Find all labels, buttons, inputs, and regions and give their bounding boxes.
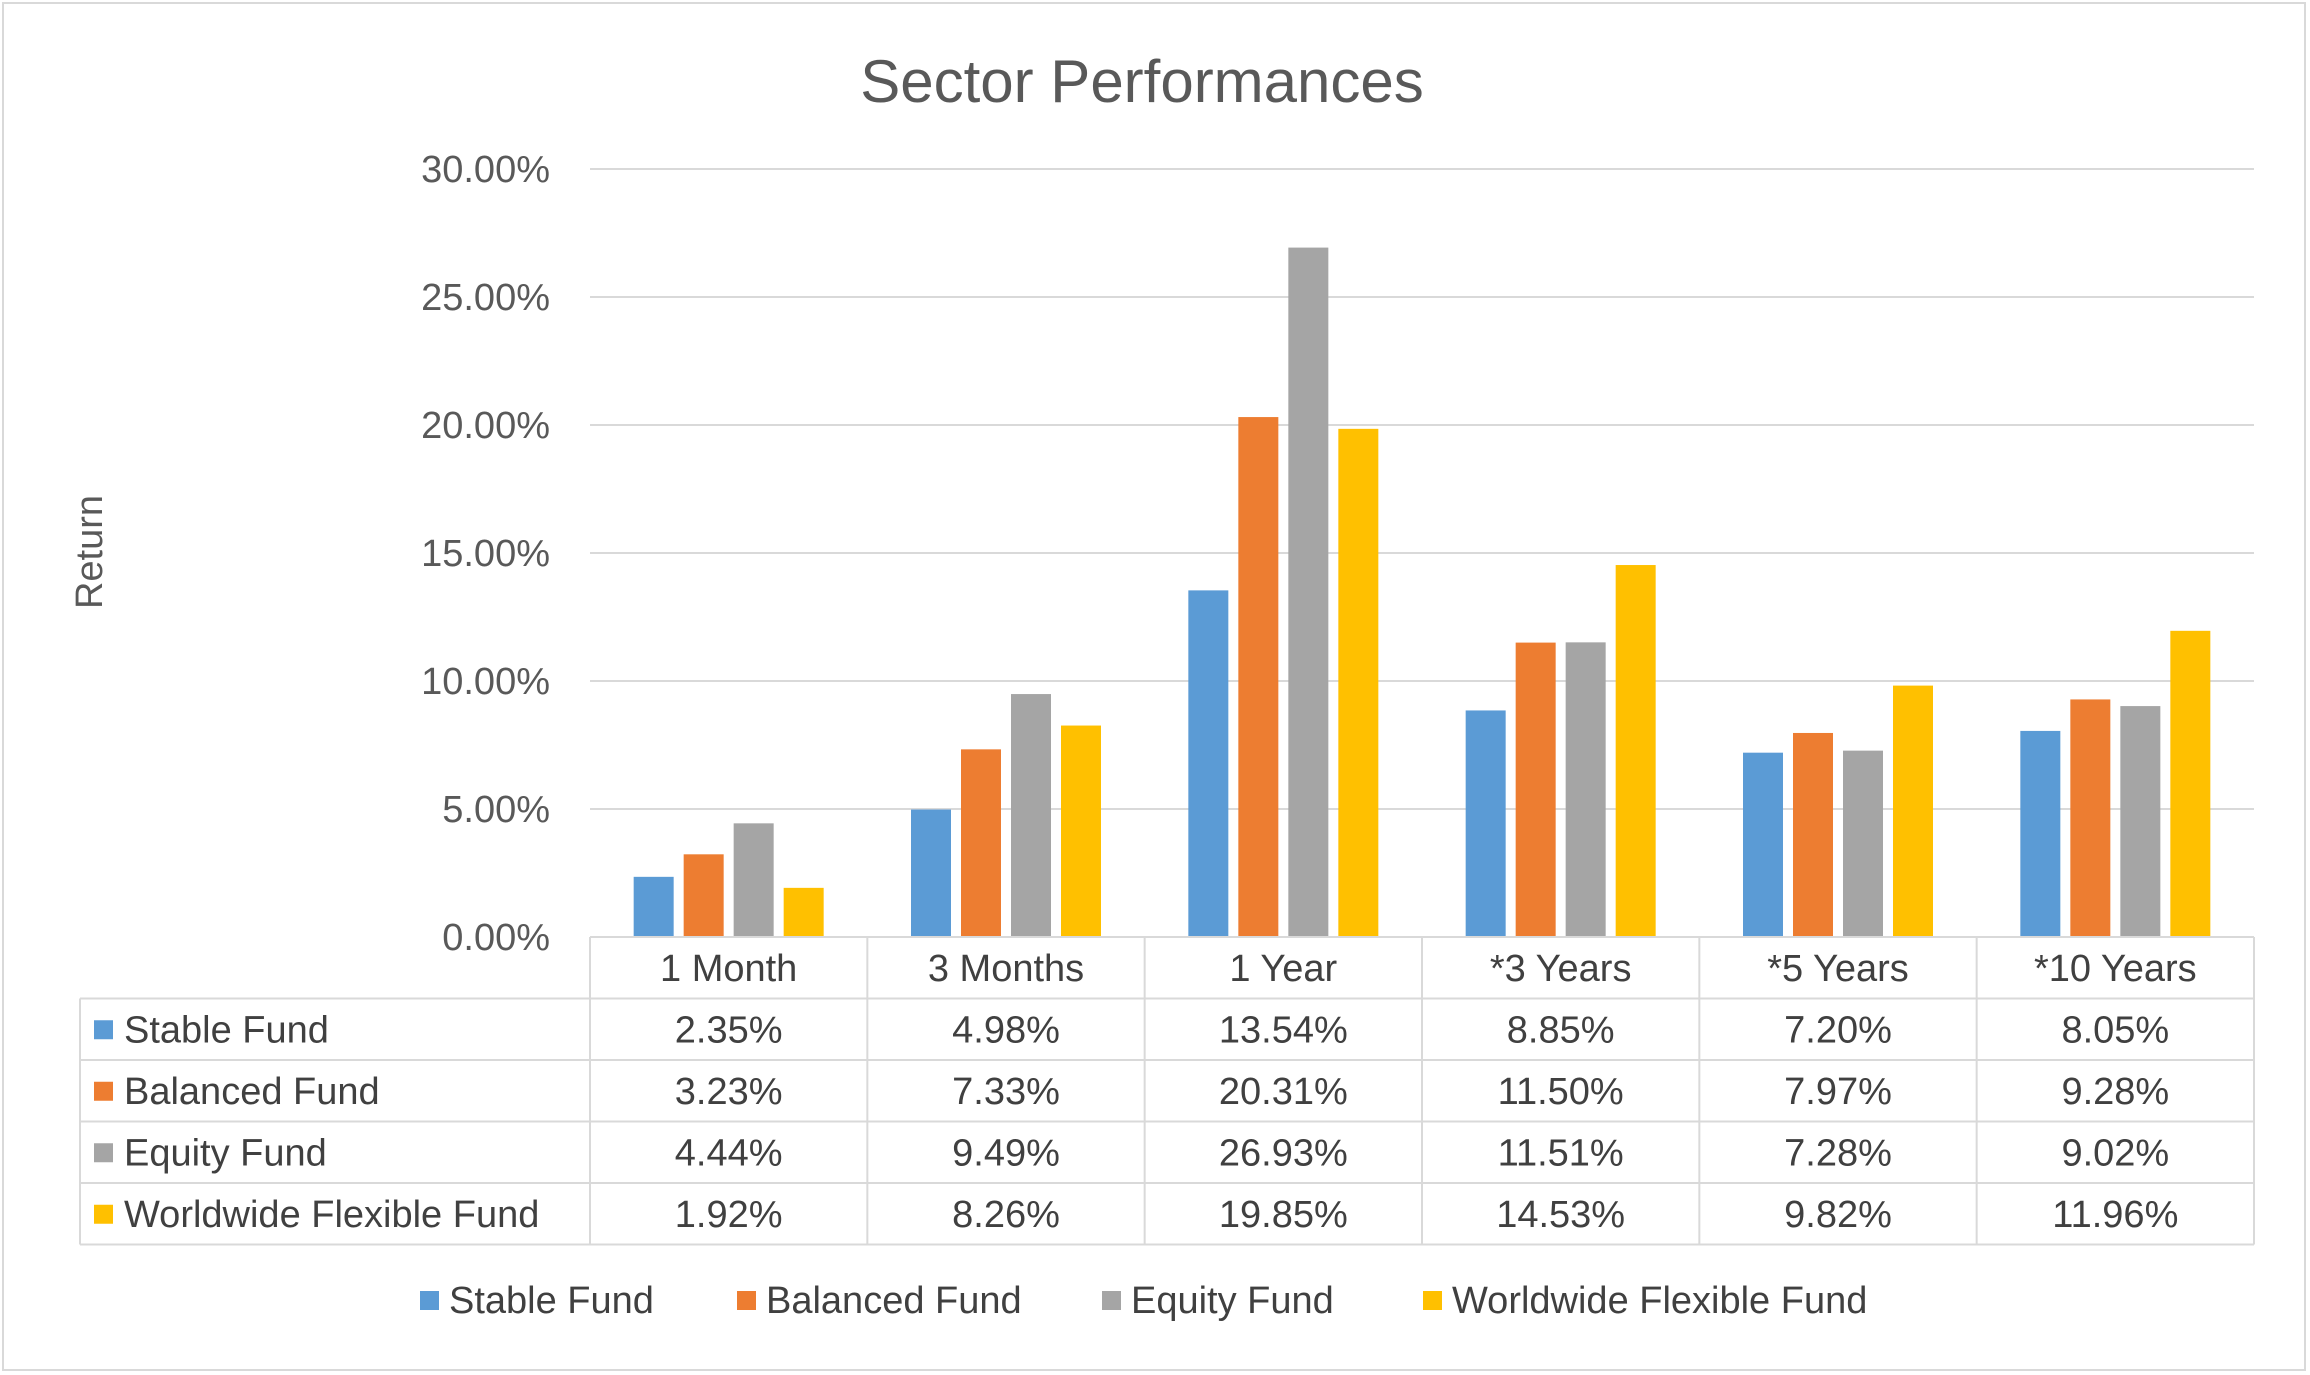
data-label: 4.98% (952, 1009, 1060, 1051)
bar (1565, 642, 1606, 937)
y-tick-label: 15.00% (421, 533, 550, 575)
data-label: 7.20% (1784, 1009, 1892, 1051)
legend: Stable Fund Balanced Fund Equity Fund World… (420, 1280, 1867, 1322)
legend-key (737, 1291, 756, 1310)
data-label: 4.44% (675, 1132, 783, 1174)
data-label: 9.82% (1784, 1194, 1892, 1236)
chart-title: Sector Performances (860, 48, 1424, 115)
category-label: 1 Month (660, 948, 797, 990)
category-label: 3 Months (928, 948, 1084, 990)
table-legend-key (94, 1143, 113, 1163)
legend-label: Stable Fund (449, 1280, 654, 1322)
bar (1011, 694, 1051, 937)
bar (2070, 699, 2111, 937)
bar (1793, 732, 1833, 937)
bar (1893, 685, 1933, 937)
category-label: *5 Years (1767, 948, 1909, 990)
bar (1061, 725, 1101, 937)
bar (2170, 630, 2211, 937)
bar (1615, 565, 1656, 937)
table-legend-key (94, 1204, 113, 1224)
y-tick-label: 0.00% (442, 917, 550, 959)
legend-label: Equity Fund (1131, 1280, 1334, 1322)
bar (961, 749, 1001, 937)
bar (633, 876, 674, 937)
bar (1743, 752, 1783, 937)
bar (2120, 706, 2161, 937)
bar (2020, 730, 2061, 937)
data-label: 3.23% (675, 1071, 783, 1113)
data-label: 11.50% (1498, 1071, 1624, 1113)
data-table: 1 Month 3 Months 1 Year *3 Years *5 Years *10… (79, 936, 2255, 1246)
data-label: 20.31% (1219, 1071, 1348, 1113)
data-label: 8.85% (1507, 1009, 1615, 1051)
bar (1288, 247, 1329, 938)
gridlines (590, 168, 2254, 810)
legend-key (1423, 1291, 1442, 1310)
bar (1465, 710, 1506, 937)
table-series-name: Stable Fund (124, 1009, 329, 1051)
bar (1843, 750, 1883, 937)
data-label: 26.93% (1219, 1132, 1348, 1174)
legend-label: Balanced Fund (766, 1280, 1022, 1322)
category-label: 1 Year (1229, 948, 1337, 990)
data-label: 7.33% (952, 1071, 1060, 1113)
bar (1515, 642, 1556, 937)
bar (911, 809, 951, 937)
bar (1188, 590, 1229, 937)
data-label: 8.05% (2061, 1009, 2169, 1051)
category-label: *10 Years (2034, 948, 2197, 990)
table-series-name: Worldwide Flexible Fund (124, 1194, 539, 1236)
data-label: 1.92% (675, 1194, 783, 1236)
legend-key (1102, 1291, 1121, 1310)
bar (733, 823, 774, 937)
data-label: 13.54% (1219, 1009, 1348, 1051)
y-tick-label: 30.00% (421, 149, 550, 191)
y-tick-label: 5.00% (442, 789, 550, 831)
bar (1238, 417, 1279, 938)
data-label: 11.51% (1498, 1132, 1624, 1174)
category-label: *3 Years (1490, 948, 1632, 990)
y-tick-label: 10.00% (421, 661, 550, 703)
data-label: 7.28% (1784, 1132, 1892, 1174)
bar (1338, 428, 1379, 937)
data-label: 8.26% (952, 1194, 1060, 1236)
data-label: 7.97% (1784, 1071, 1892, 1113)
data-label: 9.02% (2061, 1132, 2169, 1174)
table-legend-key (94, 1020, 113, 1040)
table-series-name: Equity Fund (124, 1132, 327, 1174)
legend-label: Worldwide Flexible Fund (1452, 1280, 1867, 1322)
table-series-name: Balanced Fund (124, 1071, 380, 1113)
bars (633, 247, 2211, 938)
y-tick-label: 25.00% (421, 277, 550, 319)
table-legend-key (94, 1081, 113, 1101)
y-tick-label: 20.00% (421, 405, 550, 447)
data-label: 11.96% (2052, 1194, 2178, 1236)
legend-key (420, 1291, 439, 1310)
data-label: 9.49% (952, 1132, 1060, 1174)
y-axis-title: Return (69, 495, 111, 609)
data-label: 14.53% (1496, 1194, 1625, 1236)
bar (683, 854, 724, 937)
data-label: 2.35% (675, 1009, 783, 1051)
y-axis-ticks: 0.00% 5.00% 10.00% 15.00% 20.00% 25.00% 30.00% (421, 149, 550, 959)
data-label: 19.85% (1219, 1194, 1348, 1236)
bar (783, 887, 824, 937)
data-label: 9.28% (2061, 1071, 2169, 1113)
